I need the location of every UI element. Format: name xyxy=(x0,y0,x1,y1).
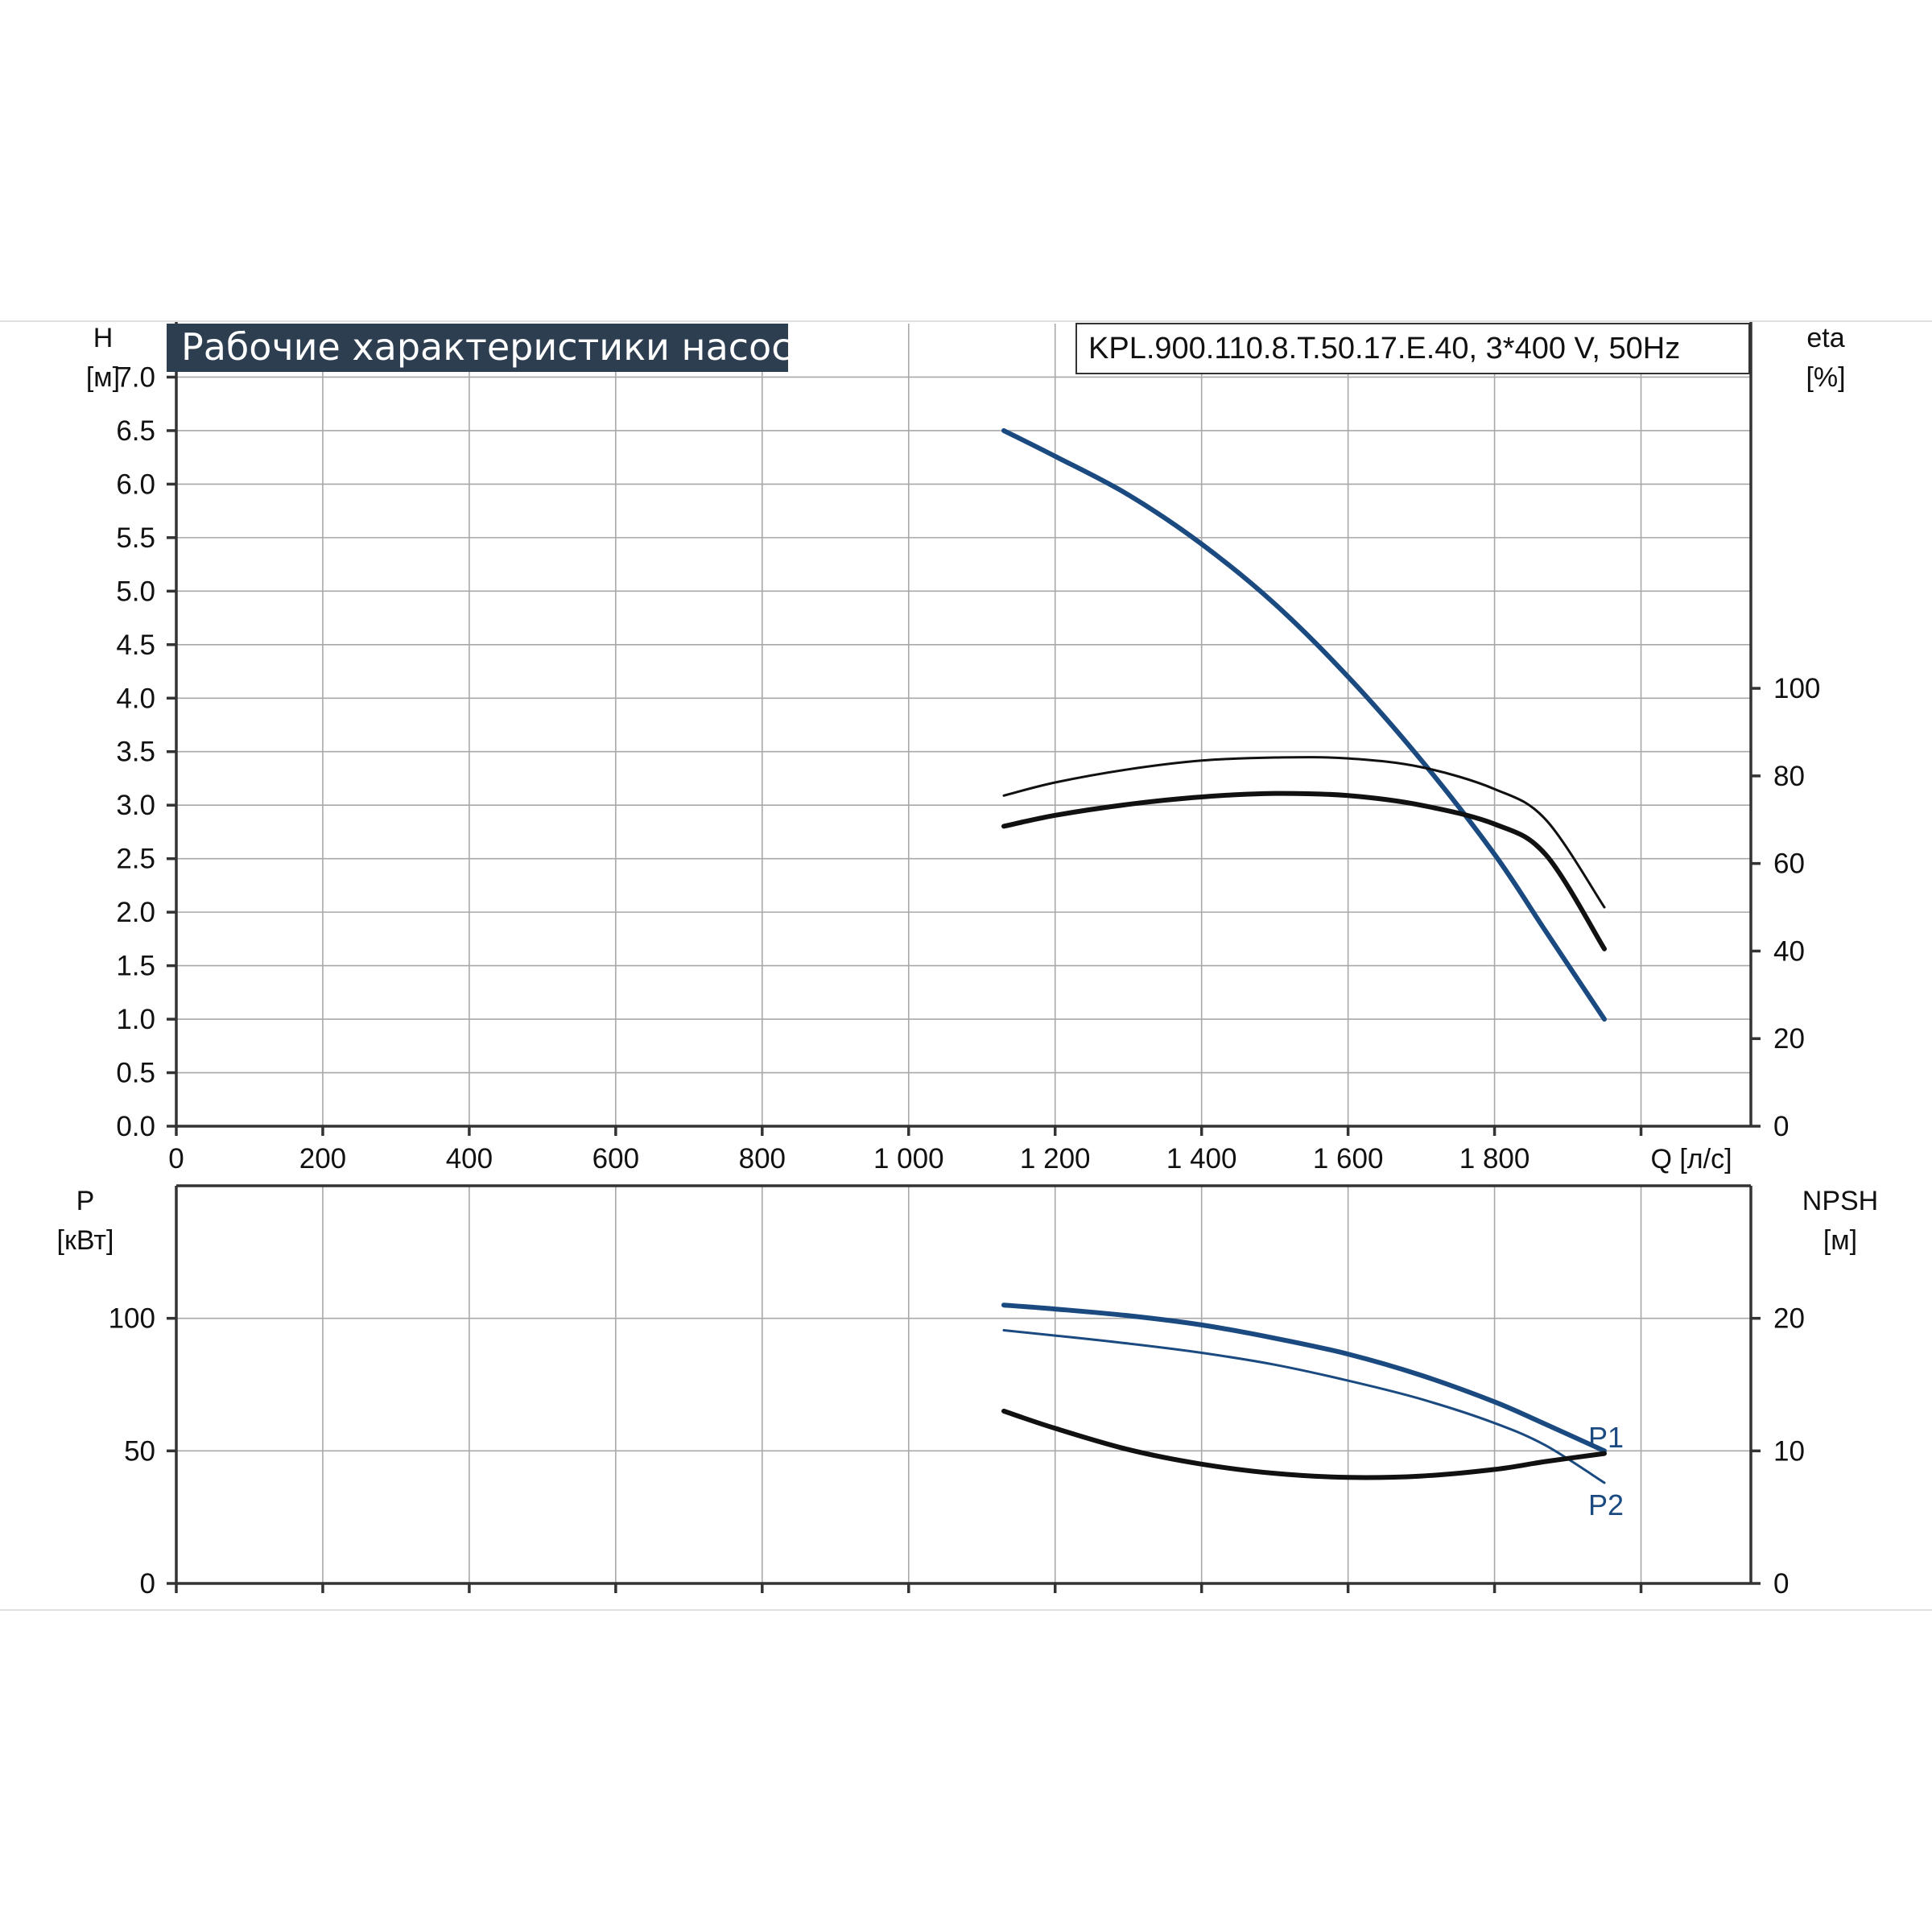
y-left-tick-label: 4.5 xyxy=(116,630,155,661)
x-tick-label: 1 600 xyxy=(1313,1143,1384,1174)
y-left-tick-label: 2.5 xyxy=(116,844,155,875)
y-left-tick-label: 1.5 xyxy=(116,951,155,982)
upper-curve-2 xyxy=(1001,791,1607,952)
y-left-tick-label: 5.0 xyxy=(116,576,155,607)
lower-tick-labels: 0 50 100 0 10 20 xyxy=(109,1303,1805,1600)
y-left-tick-label: 0.0 xyxy=(116,1111,155,1142)
y-left-tick-label: 50 xyxy=(124,1435,155,1467)
lower-curve-1 xyxy=(1002,1329,1606,1484)
upper-grid xyxy=(176,324,1751,1126)
y-left-tick-label: 3.5 xyxy=(116,737,155,768)
h-axis-name: H xyxy=(93,323,114,353)
eta-axis-unit: [%] xyxy=(1806,362,1845,393)
y-right-tick-label: 60 xyxy=(1773,848,1805,880)
y-right-tick-label: 100 xyxy=(1773,673,1820,704)
npsh-axis-name: NPSH xyxy=(1802,1186,1878,1216)
y-right-tick-label: 0 xyxy=(1773,1111,1789,1142)
x-tick-label: 1 400 xyxy=(1166,1143,1237,1174)
x-tick-label: 1 000 xyxy=(873,1143,944,1174)
y-left-tick-label: 3.0 xyxy=(116,790,155,821)
x-tick-label: 600 xyxy=(592,1143,639,1174)
y-right-tick-label: 20 xyxy=(1773,1303,1805,1335)
x-tick-label: 1 800 xyxy=(1459,1143,1530,1174)
eta-axis-name: eta xyxy=(1806,323,1844,353)
y-right-tick-label: 20 xyxy=(1773,1023,1805,1055)
y-left-tick-label: 1.0 xyxy=(116,1004,155,1035)
title-box xyxy=(167,324,788,372)
upper-curve-1 xyxy=(1002,756,1606,909)
p-axis-name: P xyxy=(76,1186,95,1216)
p-axis-unit: [кВт] xyxy=(57,1225,114,1256)
upper-tick-labels: 0.0 0.5 1.0 1.5 2.0 2.5 3.0 3.5 4.0 4.5 5.0 5.5 6.0 6… xyxy=(116,361,1820,1174)
p2-label: P2 xyxy=(1588,1488,1624,1521)
lower-curves xyxy=(1001,1302,1607,1484)
x-tick-label: 0 xyxy=(168,1143,184,1174)
p1-label: P1 xyxy=(1588,1421,1624,1454)
x-tick-label: 1 200 xyxy=(1020,1143,1091,1174)
lower-axes xyxy=(167,1184,1761,1593)
y-left-tick-label: 5.5 xyxy=(116,522,155,554)
upper-axes xyxy=(167,322,1761,1136)
lower-curve-2 xyxy=(1001,1408,1607,1480)
model-box xyxy=(1075,323,1750,374)
y-left-tick-label: 100 xyxy=(109,1303,155,1335)
y-right-tick-label: 80 xyxy=(1773,761,1805,792)
x-tick-label: 200 xyxy=(299,1143,346,1174)
chart-title: Рабочие характеристики насоса xyxy=(181,325,815,369)
h-axis-unit: [м] xyxy=(86,362,120,393)
y-right-tick-label: 0 xyxy=(1773,1568,1789,1600)
upper-curves xyxy=(1001,427,1607,1022)
y-left-tick-label: 4.0 xyxy=(116,683,155,714)
y-left-tick-label: 0.5 xyxy=(116,1058,155,1089)
upper-curve-0 xyxy=(1001,427,1607,1022)
x-tick-label: 400 xyxy=(446,1143,493,1174)
y-right-tick-label: 40 xyxy=(1773,935,1805,967)
lower-curve-0 xyxy=(1001,1302,1607,1454)
y-left-tick-label: 7.0 xyxy=(116,361,155,393)
lower-grid xyxy=(176,1186,1751,1583)
y-left-tick-label: 6.0 xyxy=(116,469,155,500)
y-left-tick-label: 0 xyxy=(140,1568,155,1600)
npsh-axis-unit: [м] xyxy=(1823,1225,1857,1256)
q-axis-label: Q [л/с] xyxy=(1650,1144,1732,1174)
y-right-tick-label: 10 xyxy=(1773,1435,1805,1467)
y-left-tick-label: 6.5 xyxy=(116,415,155,447)
y-left-tick-label: 2.0 xyxy=(116,897,155,928)
model-label: KPL.900.110.8.T.50.17.E.40, 3*400 V, 50H… xyxy=(1088,332,1680,365)
x-tick-label: 800 xyxy=(739,1143,786,1174)
